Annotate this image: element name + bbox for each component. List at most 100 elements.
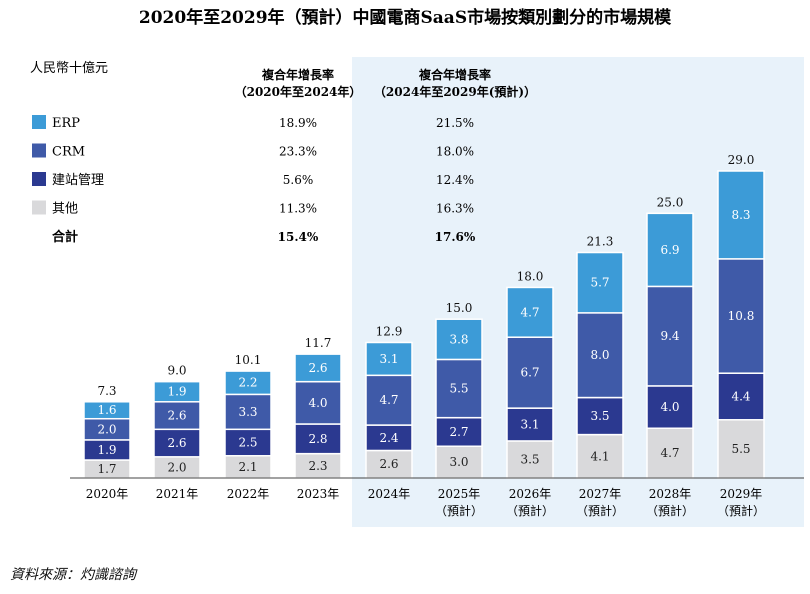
cagr-header-1-line2: （2020年至2024年）: [235, 84, 362, 99]
bar-value-label: 3.8: [449, 332, 468, 346]
bar-value-label: 4.7: [660, 446, 679, 460]
bar-total-label: 7.3: [97, 384, 116, 398]
cagr-value-2024-2029: 21.5%: [436, 116, 474, 130]
x-tick-label: 2028年: [649, 487, 692, 501]
cagr-value-2024-2029: 16.3%: [436, 202, 474, 216]
bar-segment: [717, 419, 765, 479]
bar-segment: [646, 212, 694, 288]
x-tick-label: 2024年: [368, 487, 411, 501]
cagr-value-2024-2029: 18.0%: [436, 145, 474, 159]
bar-total-label: 21.3: [587, 235, 614, 249]
bar-value-label: 2.6: [167, 436, 186, 450]
x-tick-label: 2029年: [720, 487, 763, 501]
x-tick-label: 2026年: [509, 487, 552, 501]
bar-value-label: 2.4: [379, 431, 398, 445]
x-tick-label: 2025年: [438, 487, 481, 501]
cagr-value-2020-2024: 15.4%: [278, 230, 319, 244]
bar-segment: [506, 336, 554, 409]
bar-total-label: 25.0: [657, 195, 684, 209]
bar-value-label: 2.8: [308, 432, 327, 446]
cagr-table: 複合年增長率 （2020年至2024年） 複合年增長率 （2024年至2029年(預計…: [32, 67, 536, 245]
cagr-value-2020-2024: 23.3%: [279, 145, 317, 159]
bar-value-label: 4.4: [731, 389, 750, 403]
bar-value-label: 3.1: [520, 418, 539, 432]
bar-segment: [294, 353, 342, 383]
bar-segment: [435, 416, 483, 447]
cagr-value-2024-2029: 17.6%: [435, 230, 476, 244]
source-note: 資料來源：灼識諮詢: [10, 567, 136, 583]
stacked-bars: 1.7 1.9 2.0 1.6 7.3 2.0 2.6 2.6 1.9 9.0 2.1 2.5 3.3 2…: [83, 153, 765, 479]
legend-label: 合計: [52, 229, 78, 245]
bar-value-label: 3.1: [379, 352, 398, 366]
unit-label: 人民幣十億元: [30, 60, 108, 76]
bar-segment: [717, 372, 765, 421]
cagr-value-2020-2024: 5.6%: [283, 173, 314, 187]
bar-value-label: 2.0: [97, 422, 116, 436]
bar-value-label: 6.7: [520, 366, 539, 380]
x-tick-label: 2022年: [227, 487, 270, 501]
x-tick-label: 2021年: [156, 487, 199, 501]
bar-value-label: 4.0: [660, 400, 679, 414]
x-axis-labels: 2020年 2021年 2022年 2023年 2024年 2025年 （預計） 2026年 （…: [86, 487, 765, 518]
bar-segment: [717, 170, 765, 260]
legend-swatch: [32, 172, 46, 186]
bar-segment: [435, 358, 483, 419]
bar-value-label: 1.6: [97, 403, 116, 417]
bar-value-label: 4.1: [590, 449, 609, 463]
bar-total-label: 18.0: [517, 269, 544, 283]
bar-value-label: 2.0: [167, 460, 186, 474]
legend-label: ERP: [52, 116, 80, 131]
bar-value-label: 2.6: [379, 457, 398, 471]
bar-segment: [435, 318, 483, 361]
bar-segment: [153, 401, 201, 431]
bar-segment: [646, 427, 694, 479]
cagr-header-2-line1: 複合年增長率: [418, 67, 491, 82]
bar-value-label: 4.7: [379, 393, 398, 407]
bar-value-label: 1.9: [167, 385, 186, 399]
cagr-value-2024-2029: 12.4%: [436, 173, 474, 187]
bar-value-label: 3.3: [238, 405, 257, 419]
bar-total-label: 9.0: [167, 364, 186, 378]
cagr-header-2-line2: （2024年至2029年(預計)）: [374, 84, 536, 99]
bar-total-label: 12.9: [376, 324, 403, 338]
x-tick-sublabel: （預計）: [435, 503, 483, 518]
bar-value-label: 5.7: [590, 276, 609, 290]
bar-segment: [646, 285, 694, 387]
bar-value-label: 4.0: [308, 396, 327, 410]
bar-segment: [294, 423, 342, 455]
legend-label: 建站管理: [52, 173, 104, 188]
x-tick-label: 2020年: [86, 487, 129, 501]
x-tick-sublabel: （預計）: [717, 503, 765, 518]
legend-label: 其他: [52, 202, 78, 217]
x-tick-label: 2023年: [297, 487, 340, 501]
bar-value-label: 2.2: [238, 376, 257, 390]
bar-segment: [365, 374, 413, 426]
bar-value-label: 2.7: [449, 425, 468, 439]
legend-swatch: [32, 143, 46, 158]
bar-segment: [576, 251, 624, 314]
bar-value-label: 3.5: [520, 452, 539, 466]
bar-value-label: 8.0: [590, 348, 609, 362]
bar-value-label: 4.7: [520, 305, 539, 319]
cagr-header-1-line1: 複合年增長率: [261, 67, 334, 82]
chart-title: 2020年至2029年（預計）中國電商SaaS市場按類別劃分的市場規模: [139, 7, 672, 28]
bar-segment: [506, 407, 554, 442]
bar-value-label: 2.6: [167, 409, 186, 423]
cagr-value-2020-2024: 11.3%: [279, 202, 317, 216]
bar-segment: [83, 401, 131, 420]
bar-value-label: 2.1: [238, 460, 257, 474]
bar-value-label: 9.4: [660, 329, 679, 343]
bar-total-label: 10.1: [235, 353, 262, 367]
bar-value-label: 1.7: [97, 462, 116, 476]
bar-segment: [576, 396, 624, 436]
bar-value-label: 3.5: [590, 409, 609, 423]
x-tick-sublabel: （預計）: [576, 503, 624, 518]
bar-value-label: 5.5: [449, 382, 468, 396]
bar-segment: [506, 286, 554, 338]
bar-segment: [153, 380, 201, 403]
bar-value-label: 2.3: [308, 459, 327, 473]
x-tick-label: 2027年: [579, 487, 622, 501]
bar-value-label: 2.6: [308, 361, 327, 375]
bar-value-label: 3.0: [449, 455, 468, 469]
bar-value-label: 10.8: [728, 309, 755, 323]
